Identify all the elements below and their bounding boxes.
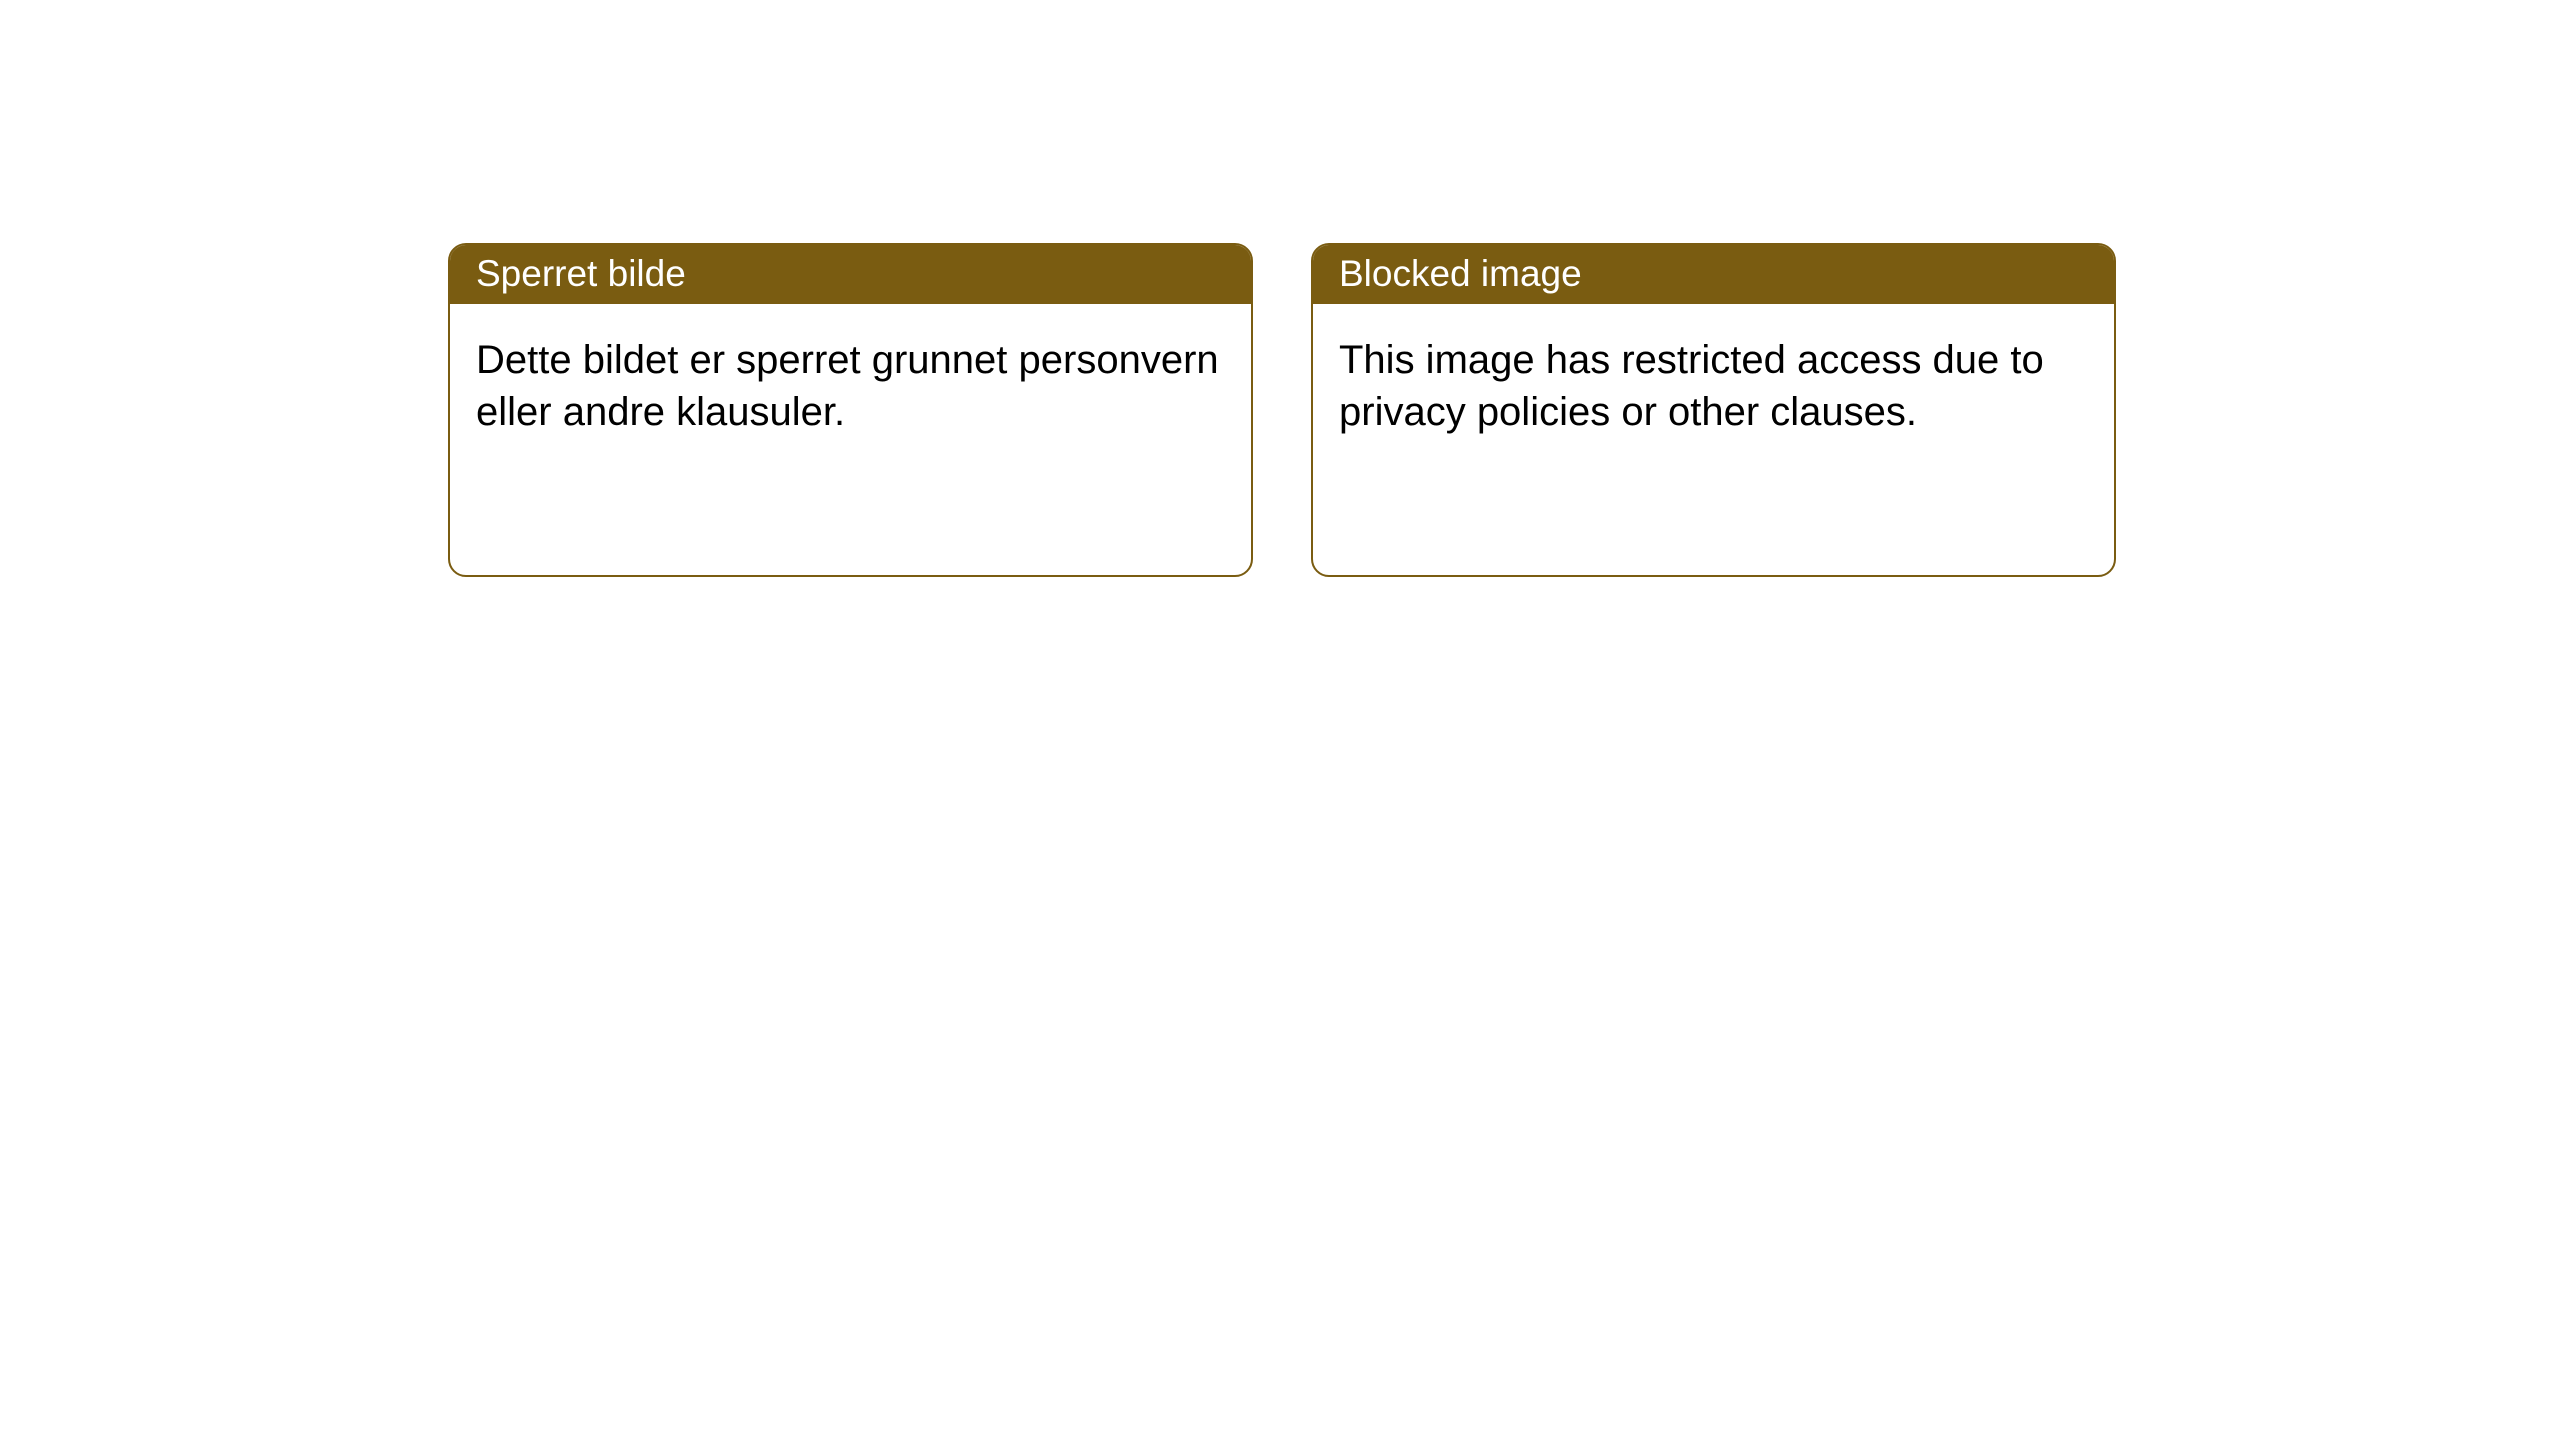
notice-header: Blocked image (1313, 245, 2114, 304)
notice-card-english: Blocked image This image has restricted … (1311, 243, 2116, 577)
notice-card-norwegian: Sperret bilde Dette bildet er sperret gr… (448, 243, 1253, 577)
blocked-image-notices: Sperret bilde Dette bildet er sperret gr… (448, 243, 2116, 577)
notice-header: Sperret bilde (450, 245, 1251, 304)
notice-body: Dette bildet er sperret grunnet personve… (450, 304, 1251, 464)
notice-body: This image has restricted access due to … (1313, 304, 2114, 464)
